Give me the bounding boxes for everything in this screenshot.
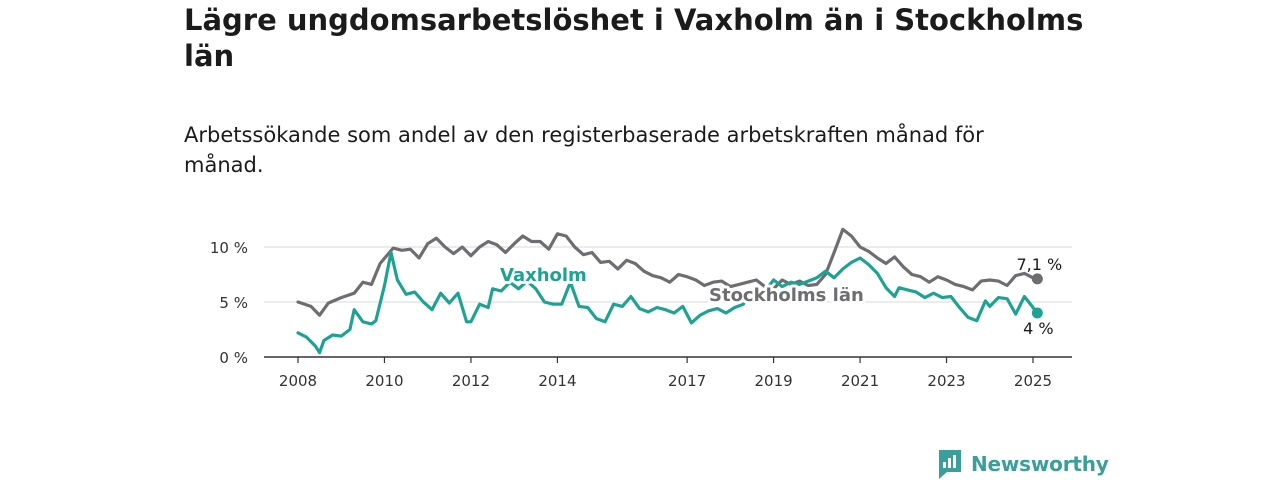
series-label-vaxholm-halo: Vaxholm [500, 265, 587, 286]
x-tick-label: 2008 [279, 372, 317, 390]
grid-layer [264, 246, 1072, 303]
y-tick-label: 10 % [210, 239, 248, 257]
series-line-vaxholm [296, 250, 1039, 355]
x-tick-label: 2023 [927, 372, 965, 390]
x-tick-label: 2017 [668, 372, 706, 390]
series-layer [296, 227, 1043, 355]
newsworthy-logo-icon [939, 450, 961, 479]
series-line-stockholms-lan [296, 227, 1039, 317]
end-label-vaxholm: 4 % [1023, 319, 1053, 338]
brand-logo[interactable]: Newsworthy [937, 448, 1109, 480]
chart-subtitle: Arbetssökande som andel av den registerb… [184, 123, 984, 177]
series-label-stockholms-lan-halo: Stockholms län [709, 285, 864, 306]
x-tick-label: 2012 [452, 372, 490, 390]
y-tick-label: 0 % [219, 349, 248, 367]
axis-layer: 0 % 5 % 10 % 2008 2010 2012 2014 2017 2019 2021 20… [210, 239, 1072, 390]
brand-name: Newsworthy [971, 452, 1109, 476]
end-label-stockholms-lan: 7,1 % [1016, 255, 1062, 274]
series-label-vaxholm: Vaxholm [500, 265, 587, 286]
x-tick-label: 2010 [365, 372, 403, 390]
y-tick-label: 5 % [219, 294, 248, 312]
x-tick-label: 2014 [538, 372, 576, 390]
end-point-marker [1031, 273, 1043, 285]
x-tick-label: 2019 [754, 372, 792, 390]
series-label-stockholms-lan: Stockholms län [709, 285, 864, 306]
end-point-marker [1031, 307, 1043, 319]
chart-title: Lägre ungdomsarbetslöshet i Vaxholm än i… [184, 3, 1084, 73]
x-tick-label: 2025 [1014, 372, 1052, 390]
x-tick-label: 2021 [841, 372, 879, 390]
